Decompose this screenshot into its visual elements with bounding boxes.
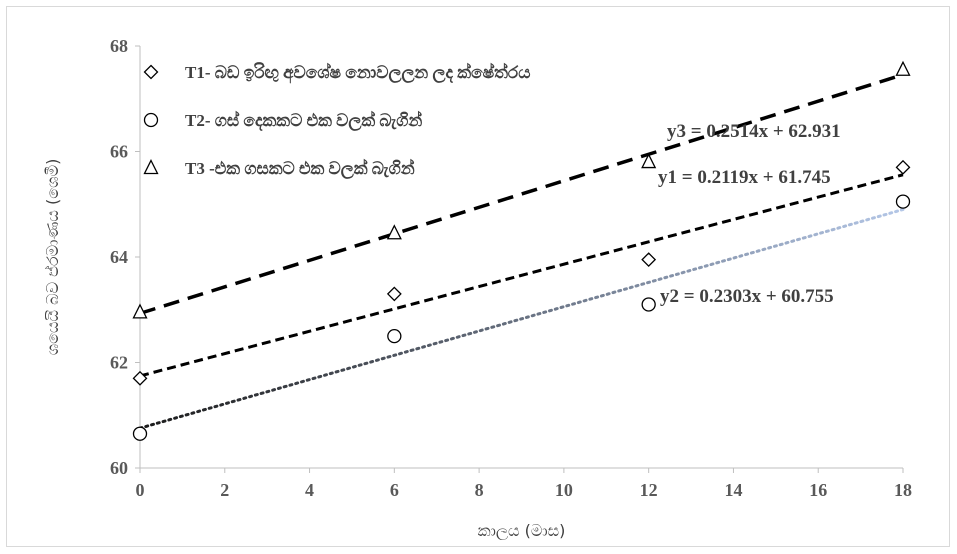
trend-equations: y1 = 0.2119x + 61.745 y2 = 0.2303x + 60.7… [658,121,841,307]
y-tick-label: 66 [110,142,128,162]
legend-label-t1: T1- බඩ ඉරිඟු අවශේෂ නොවලලන ලද ක්ෂේත්රය [185,62,530,84]
legend-label-t3: T3 -එක ගසකට එක වලක් බැගින් [185,158,415,180]
x-tick-label: 12 [640,480,658,500]
x-tick-label: 10 [555,480,573,500]
trend-equation-t3: y3 = 0.2514x + 62.931 [667,121,841,142]
legend-marker-t2 [143,112,159,128]
x-tick-label: 16 [809,480,827,500]
t1-point [386,286,402,302]
y-tick-label: 60 [110,458,128,478]
trend-equation-t2: y2 = 0.2303x + 60.755 [660,286,834,307]
x-tick-label: 2 [220,480,229,500]
t2-point [387,328,402,344]
trend-equation-t1: y1 = 0.2119x + 61.745 [658,167,831,188]
t2-point [132,426,148,441]
legend-marker-t1 [143,64,159,80]
x-tick-label: 14 [724,480,742,500]
x-axis-title: කාලය (මාස) [478,521,566,541]
x-tick-label: 6 [390,480,399,500]
t3-point [895,60,911,76]
t1-point [895,159,911,175]
y-tick-label: 68 [110,36,128,56]
y-tick-label: 62 [110,353,128,373]
legend-marker-t3 [143,159,159,175]
trendline-2 [138,208,905,430]
t1-point [132,370,148,386]
t1-point [641,252,657,268]
t2-point [895,194,911,209]
t3-point [641,153,657,169]
t3-point [386,224,402,240]
t2-point [641,297,656,312]
y-tick-label: 64 [110,247,128,267]
legend: T1- බඩ ඉරිඟු අවශේෂ නොවලලන ලද ක්ෂේත්රය T2-… [143,62,530,180]
trendline-3 [139,73,904,316]
trendlines [138,73,905,430]
x-tick-label: 8 [475,480,484,500]
chart-frame [6,6,950,547]
data-markers [132,60,911,441]
x-tick-label: 0 [136,480,145,500]
t3-point [132,303,148,319]
trendline-1 [139,173,904,378]
y-axis-title: ශයෙයි බව ප්රමාණය (ශෙමී) [43,159,62,356]
legend-label-t2: T2- ගස් දෙකකට එක වලක් බැගින් [185,110,422,132]
x-tick-label: 4 [305,480,314,500]
x-tick-label: 18 [894,480,912,500]
